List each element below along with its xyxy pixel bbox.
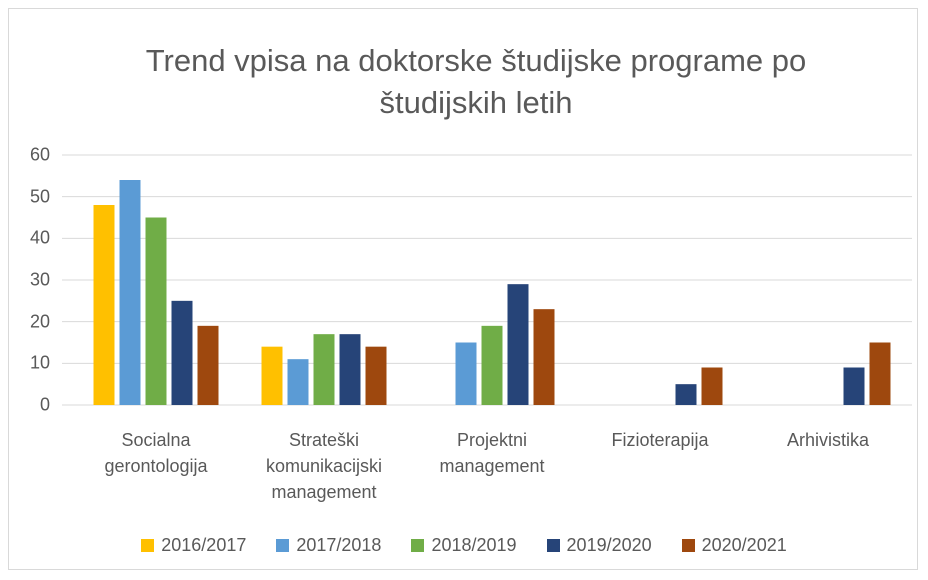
bar: [481, 325, 503, 405]
bar: [843, 367, 865, 405]
bar: [119, 180, 141, 405]
bar: [533, 309, 555, 405]
bar: [313, 334, 335, 405]
legend-swatch: [411, 539, 425, 552]
bar: [507, 284, 529, 405]
legend-swatch: [276, 539, 290, 552]
legend: 2016/2017 2017/2018 2018/2019 2019/2020 2020…: [0, 535, 928, 556]
bar: [869, 342, 891, 405]
x-tick-label: Strateški komunikacijski management: [265, 430, 383, 502]
bar: [339, 334, 361, 405]
y-tick-label: 10: [29, 352, 50, 373]
y-tick-label: 40: [29, 227, 50, 248]
bar: [171, 300, 193, 405]
bar: [145, 217, 167, 405]
y-tick-label: 60: [29, 144, 50, 165]
bar: [365, 346, 387, 405]
bar: [197, 325, 219, 405]
chart-title: Trend vpisa na doktorske študijske progr…: [145, 43, 807, 120]
bar: [93, 205, 115, 405]
bar: [287, 359, 309, 405]
bar: [701, 367, 723, 405]
legend-swatch: [681, 539, 695, 552]
x-tick-label: Socialna gerontologija: [104, 430, 208, 476]
legend-label: 2018/2019: [431, 535, 517, 555]
y-tick-label: 30: [29, 269, 50, 290]
y-tick-label: 50: [29, 186, 50, 207]
legend-item: 2019/2020: [546, 535, 652, 556]
legend-label: 2020/2021: [701, 535, 787, 555]
x-tick-label: Projektni management: [439, 430, 545, 476]
bar: [261, 346, 283, 405]
legend-swatch: [141, 539, 155, 552]
legend-label: 2016/2017: [161, 535, 247, 555]
x-tick-label: Fizioterapija: [611, 430, 709, 450]
legend-swatch: [546, 539, 560, 552]
legend-label: 2019/2020: [566, 535, 652, 555]
x-tick-label: Arhivistika: [786, 430, 870, 450]
legend-item: 2018/2019: [411, 535, 517, 556]
legend-item: 2020/2021: [681, 535, 787, 556]
chart-border: [8, 8, 918, 570]
y-tick-label: 20: [29, 311, 50, 332]
bar: [675, 384, 697, 405]
legend-item: 2017/2018: [276, 535, 381, 556]
legend-item: 2016/2017: [141, 535, 246, 556]
legend-label: 2017/2018: [296, 535, 382, 555]
bar: [455, 342, 477, 405]
y-tick-label: 0: [39, 394, 50, 415]
